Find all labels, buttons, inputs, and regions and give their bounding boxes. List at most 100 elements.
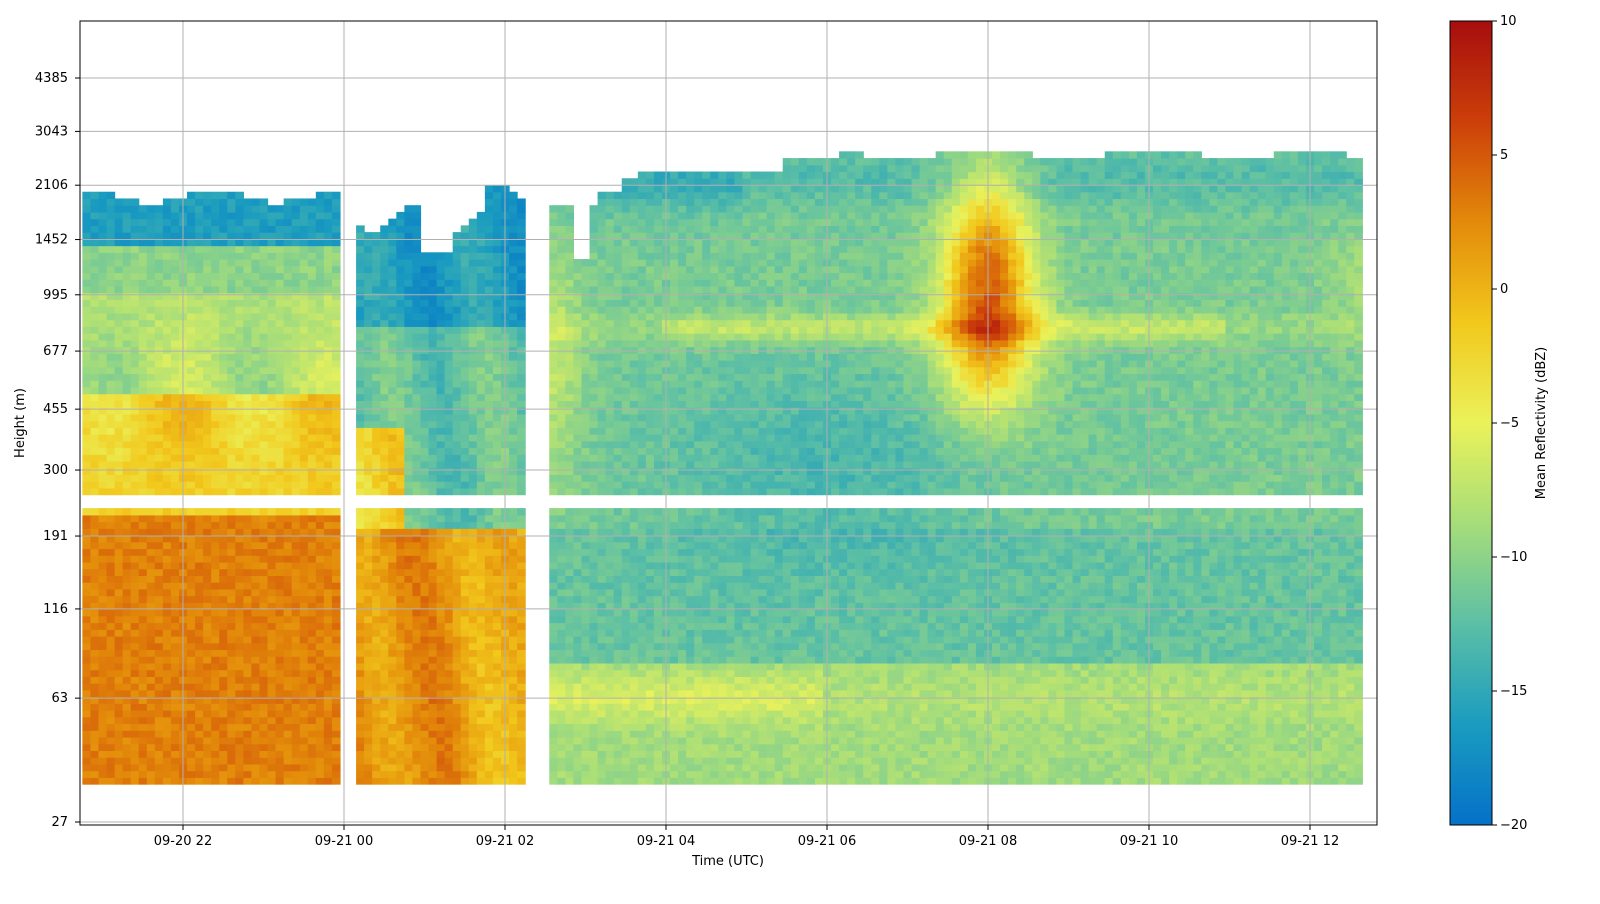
heatmap-cell xyxy=(517,635,526,644)
heatmap-cell xyxy=(170,582,180,590)
heatmap-cell xyxy=(291,669,301,677)
heatmap-cell xyxy=(291,609,301,617)
heatmap-cell xyxy=(436,420,446,428)
heatmap-cell xyxy=(396,319,405,327)
heatmap-cell xyxy=(484,541,494,550)
heatmap-cell xyxy=(549,245,558,253)
heatmap-cell xyxy=(323,642,333,651)
heatmap-cell xyxy=(565,467,575,476)
heatmap-cell xyxy=(283,380,293,388)
heatmap-cell xyxy=(219,622,228,630)
heatmap-cell xyxy=(82,710,92,718)
heatmap-cell xyxy=(581,763,591,772)
heatmap-cell xyxy=(589,393,599,401)
heatmap-cell xyxy=(162,225,172,233)
heatmap-cell xyxy=(130,588,140,597)
heatmap-cell xyxy=(267,386,277,395)
heatmap-cell xyxy=(90,205,100,213)
heatmap-cell xyxy=(565,427,575,435)
heatmap-cell xyxy=(114,373,124,381)
heatmap-cell xyxy=(436,662,446,671)
heatmap-cell xyxy=(404,366,414,375)
heatmap-cell xyxy=(444,750,454,758)
heatmap-cell xyxy=(98,232,108,240)
heatmap-cell xyxy=(243,285,253,294)
heatmap-cell xyxy=(195,622,204,630)
heatmap-cell xyxy=(396,454,405,462)
heatmap-cell xyxy=(275,218,285,226)
heatmap-cell xyxy=(90,535,100,543)
heatmap-cell xyxy=(517,474,526,482)
heatmap-cell xyxy=(251,205,261,213)
heatmap-cell xyxy=(492,777,502,785)
heatmap-cell xyxy=(315,736,325,745)
heatmap-cell xyxy=(484,642,494,651)
heatmap-cell xyxy=(162,615,172,624)
heatmap-cell xyxy=(476,400,486,408)
heatmap-cell xyxy=(259,743,269,752)
heatmap-cell xyxy=(323,723,333,731)
heatmap-cell xyxy=(203,743,212,752)
heatmap-cell xyxy=(235,615,244,624)
heatmap-cell xyxy=(323,656,333,664)
heatmap-cell xyxy=(597,602,607,610)
heatmap-cell xyxy=(412,696,422,704)
heatmap-cell xyxy=(468,649,478,657)
heatmap-cell xyxy=(323,232,333,240)
heatmap-cell xyxy=(404,676,414,684)
heatmap-cell xyxy=(565,716,575,725)
heatmap-cell xyxy=(211,400,220,408)
heatmap-cell xyxy=(187,561,196,570)
heatmap-cell xyxy=(436,440,446,449)
heatmap-cell xyxy=(412,541,422,550)
heatmap-cell xyxy=(372,750,381,758)
heatmap-cell xyxy=(315,346,325,354)
heatmap-cell xyxy=(356,265,365,274)
heatmap-cell xyxy=(356,676,365,684)
heatmap-cell xyxy=(251,561,261,570)
heatmap-cell xyxy=(565,386,575,395)
heatmap-cell xyxy=(162,588,172,597)
heatmap-cell xyxy=(589,460,599,469)
heatmap-cell xyxy=(444,333,454,341)
heatmap-cell xyxy=(82,474,92,482)
heatmap-cell xyxy=(170,279,180,287)
heatmap-cell xyxy=(460,245,470,253)
heatmap-cell xyxy=(259,535,269,543)
heatmap-cell xyxy=(211,609,220,617)
heatmap-cell xyxy=(380,360,389,368)
heatmap-cell xyxy=(162,440,172,449)
heatmap-cell xyxy=(275,413,285,422)
heatmap-cell xyxy=(380,306,389,314)
heatmap-cell xyxy=(154,736,164,745)
heatmap-cell xyxy=(364,353,373,361)
heatmap-cell xyxy=(315,568,325,576)
heatmap-cell xyxy=(283,602,293,610)
heatmap-cell xyxy=(130,541,140,550)
heatmap-cell xyxy=(452,676,462,684)
heatmap-cell xyxy=(452,770,462,778)
heatmap-cell xyxy=(509,292,518,301)
heatmap-cell xyxy=(517,440,526,449)
heatmap-cell xyxy=(388,521,397,529)
heatmap-cell xyxy=(267,211,277,220)
heatmap-cell xyxy=(380,279,389,287)
heatmap-cell xyxy=(484,205,494,213)
heatmap-cell xyxy=(170,272,180,280)
heatmap-cell xyxy=(315,649,325,657)
heatmap-cell xyxy=(187,353,196,361)
heatmap-cell xyxy=(364,279,373,287)
heatmap-cell xyxy=(267,360,277,368)
heatmap-cell xyxy=(251,669,261,677)
heatmap-cell xyxy=(307,292,317,301)
heatmap-cell xyxy=(364,669,373,677)
heatmap-cell xyxy=(138,561,148,570)
heatmap-cell xyxy=(412,683,422,691)
heatmap-cell xyxy=(154,225,164,233)
heatmap-cell xyxy=(476,285,486,294)
heatmap-cell xyxy=(98,279,108,287)
heatmap-cell xyxy=(404,588,414,597)
heatmap-cell xyxy=(492,198,502,206)
heatmap-cell xyxy=(484,683,494,691)
heatmap-cell xyxy=(323,393,333,401)
